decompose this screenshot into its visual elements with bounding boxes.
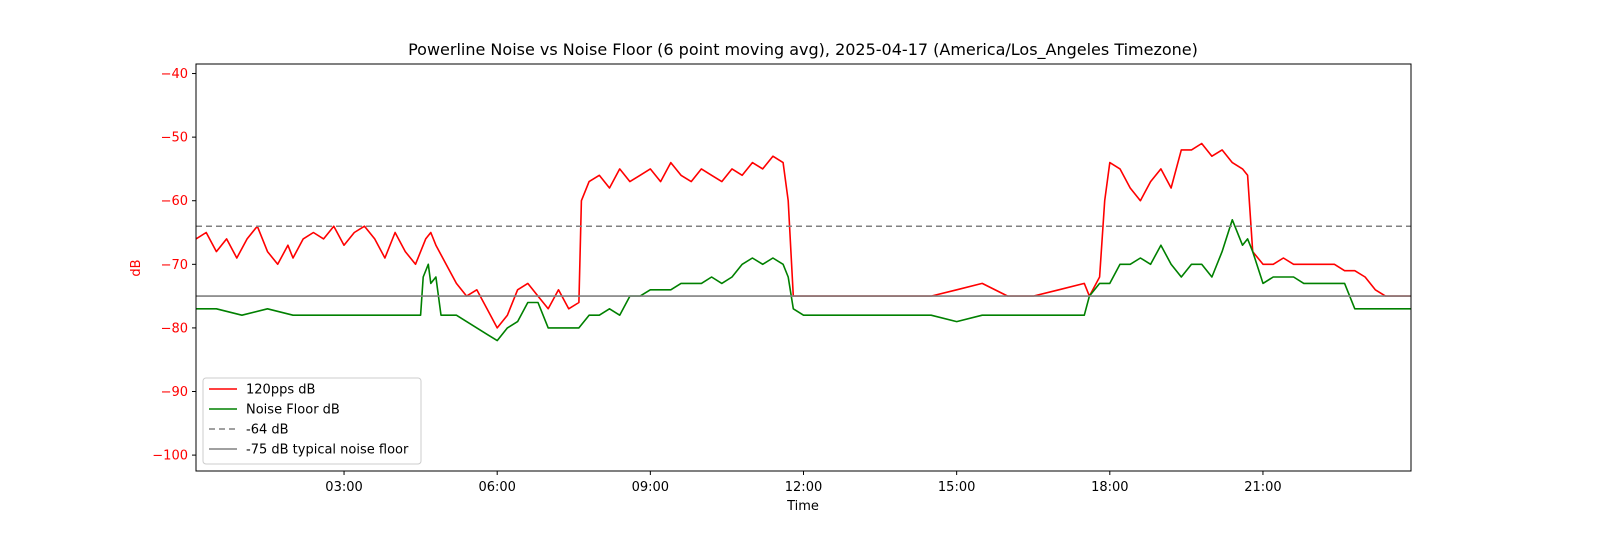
y-tick-label-4: −80: [161, 321, 188, 336]
x-tick-label-0: 03:00: [325, 480, 362, 495]
series-line-0: [196, 142, 1411, 329]
x-tick-label-1: 06:00: [478, 480, 515, 495]
series-line-1: [196, 219, 1411, 342]
x-tick-label-4: 15:00: [938, 480, 975, 495]
legend-entry-1: Noise Floor dB: [246, 403, 340, 418]
x-tick-label-2: 09:00: [632, 480, 669, 495]
plot-area: [195, 63, 1412, 472]
y-tick-label-1: −50: [161, 131, 188, 146]
y-axis-label: dB: [129, 259, 144, 276]
y-tick-label-6: −100: [152, 449, 188, 464]
legend-entry-3: -75 dB typical noise floor: [246, 443, 409, 458]
y-tick-label-3: −70: [161, 258, 188, 273]
y-axis-ticks: −40 −50 −60 −70 −80 −90 −100: [152, 67, 196, 464]
legend-box: [202, 377, 422, 465]
y-tick-label-2: −60: [161, 194, 188, 209]
chart-title: Powerline Noise vs Noise Floor (6 point …: [408, 40, 1198, 60]
x-tick-label-5: 18:00: [1091, 480, 1128, 495]
x-tick-label-6: 21:00: [1244, 480, 1281, 495]
x-tick-label-3: 12:00: [785, 480, 822, 495]
legend-entry-2: -64 dB: [246, 423, 289, 438]
x-axis-label: Time: [786, 499, 819, 514]
x-axis-ticks: 03:00 06:00 09:00 12:00 15:00 18:00 21:00: [325, 471, 1282, 495]
y-tick-label-0: −40: [161, 67, 188, 82]
y-tick-label-5: −90: [161, 385, 188, 400]
legend: 120pps dB Noise Floor dB -64 dB -75 dB typi…: [202, 377, 422, 465]
legend-entry-0: 120pps dB: [246, 383, 315, 398]
